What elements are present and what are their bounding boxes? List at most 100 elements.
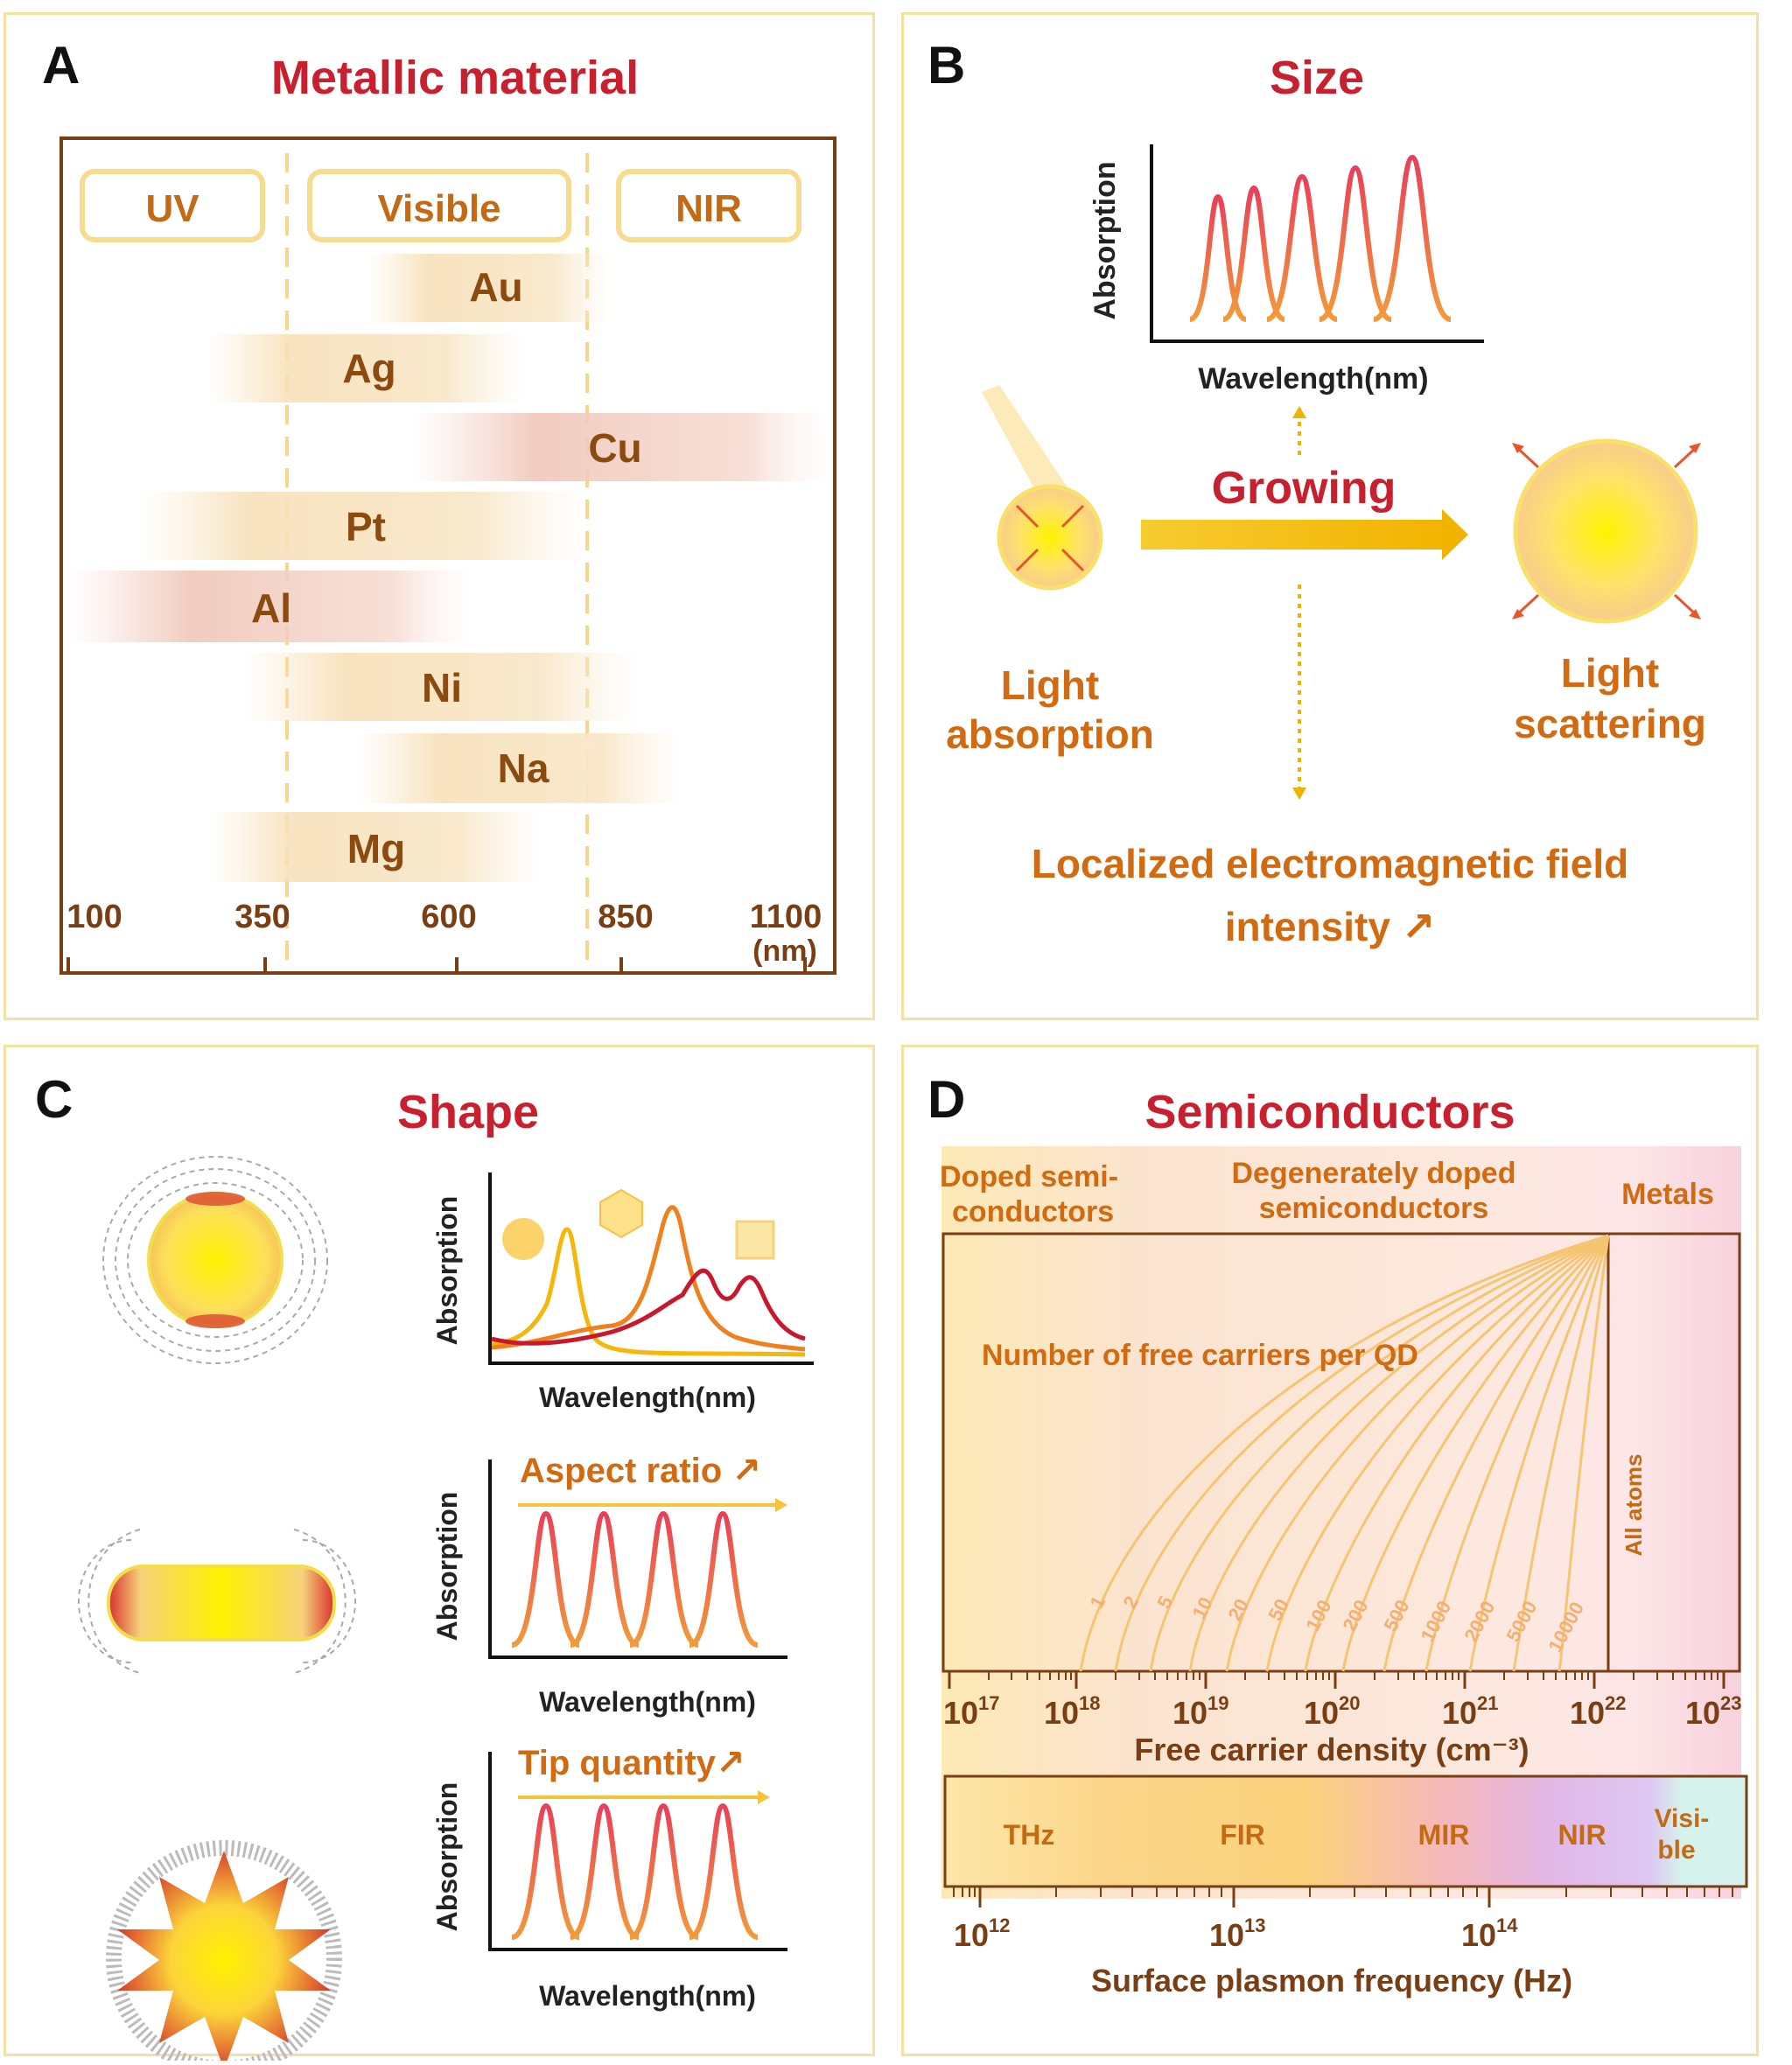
band-nir: NIR [676, 187, 742, 230]
large-arrow-3-head [1512, 609, 1524, 620]
c3-peak-4 [688, 1802, 760, 1940]
panel-a-letter: A [42, 36, 80, 94]
frequency-minor-ticks [953, 1886, 1733, 1897]
freq-base-14: 10 [1461, 1917, 1496, 1953]
field-label-2: intensity ↗ [1224, 904, 1436, 949]
small-arrow-3 [1015, 548, 1040, 572]
freq-exp-12: 12 [989, 1914, 1010, 1936]
svg-text:1013: 1013 [1209, 1914, 1266, 1953]
label-ni: Ni [422, 665, 462, 710]
large-particle [1513, 438, 1698, 624]
c1-sphere-icon [502, 1218, 544, 1260]
freq-base-12: 10 [954, 1917, 989, 1953]
bar-ni [245, 653, 639, 721]
small-particle [997, 484, 1103, 591]
carriers-per-qd-label: Number of free carriers per QD [982, 1339, 1418, 1372]
tick-label-850: 850 [598, 899, 653, 935]
freq-exp-13: 13 [1244, 1914, 1265, 1936]
c2-peak-4 [688, 1510, 760, 1648]
sphere-particle [147, 1192, 284, 1328]
panel-c-title: Shape [396, 1086, 540, 1138]
density-base-23: 10 [1685, 1695, 1720, 1731]
b-peak-5 [1372, 154, 1452, 322]
tip-quantity-label: Tip quantity↗ [518, 1744, 746, 1782]
panel-b-title: Size [1269, 52, 1365, 104]
bar-au [368, 254, 612, 322]
b-peak-3 [1265, 173, 1339, 322]
panel-d-letter: D [928, 1070, 966, 1129]
region-doped-2: conductors [952, 1195, 1115, 1228]
band-visible: Visible [377, 187, 500, 230]
density-base-21: 10 [1442, 1695, 1477, 1731]
c1-curve-decahedron [491, 1205, 806, 1352]
panel-b-letter: B [928, 36, 966, 94]
c3-xlabel: Wavelength(nm) [539, 1980, 756, 2012]
small-arrow-1 [1015, 504, 1040, 528]
large-arrow-1-head [1512, 443, 1524, 453]
density-base-20: 10 [1304, 1695, 1339, 1731]
label-cu: Cu [588, 425, 641, 471]
label-al: Al [251, 585, 291, 631]
density-exp-17: 17 [978, 1692, 999, 1714]
b-peak-4 [1318, 164, 1393, 322]
region-degenerate-2: semiconductors [1258, 1192, 1489, 1225]
label-ag: Ag [342, 346, 396, 391]
bar-mg [210, 812, 542, 882]
b-peak-1 [1188, 193, 1248, 322]
size-diagram: Absorption Wavelength(nm) [982, 144, 1701, 800]
density-base-19: 10 [1172, 1695, 1208, 1731]
svg-text:1018: 1018 [1044, 1692, 1101, 1731]
freq-exp-14: 14 [1496, 1914, 1518, 1936]
all-atoms-label: All atoms [1620, 1453, 1647, 1556]
spectrum-fir: FIR [1220, 1819, 1265, 1851]
band-nir-box [616, 169, 802, 242]
spectrum-mir: MIR [1418, 1819, 1470, 1851]
chart-frame [60, 136, 836, 975]
label-au: Au [469, 264, 522, 310]
tick-label-1100: 1100 [750, 899, 822, 935]
c2-peak-1 [510, 1510, 581, 1648]
star-field [106, 1840, 342, 2061]
c3-peak-2 [569, 1802, 640, 1940]
c3-ylabel: Absorption [431, 1782, 463, 1932]
svg-text:1023: 1023 [1685, 1692, 1742, 1731]
density-ticks [948, 1671, 1726, 1689]
metal-chart: UV Visible NIR Au Ag Cu Pt Al Ni Na Mg 1… [60, 136, 836, 975]
svg-text:1017: 1017 [943, 1692, 1000, 1731]
spectrum-nir: NIR [1558, 1819, 1606, 1851]
band-visible-box [307, 169, 571, 242]
svg-text:1020: 1020 [1304, 1692, 1361, 1731]
c3-peak-3 [628, 1802, 700, 1940]
carrier-curves [1079, 1234, 1610, 1672]
density-axis-label: Free carrier density (cm⁻³) [1134, 1732, 1529, 1768]
region-metals: Metals [1621, 1178, 1714, 1211]
light-scattering-2: scattering [1514, 701, 1706, 746]
sphere-field-lines [102, 1156, 328, 1364]
density-base-17: 10 [943, 1695, 978, 1731]
star-particle [117, 1851, 331, 2061]
growing-arrow-head [1442, 509, 1468, 560]
rod-field-lines [78, 1529, 356, 1674]
frequency-ticks [978, 1886, 1491, 1908]
spectrum-visible-1: Visi- [1655, 1804, 1710, 1833]
b-peak-2 [1222, 185, 1286, 322]
panel-d-title: Semiconductors [1144, 1086, 1516, 1138]
band-uv: UV [145, 187, 200, 230]
sphere-hotspot-bottom [186, 1314, 245, 1328]
svg-text:1014: 1014 [1461, 1914, 1518, 1953]
label-mg: Mg [347, 826, 405, 872]
spectrum-bar [943, 1774, 1748, 1888]
label-pt: Pt [346, 504, 386, 550]
b-xlabel: Wavelength(nm) [1198, 362, 1428, 396]
tick-label-100: 100 [66, 899, 122, 935]
light-scattering-1: Light [1560, 650, 1660, 696]
c2-peak-2 [569, 1510, 640, 1648]
density-tick-labels: 1017 1018 1019 1020 1021 1022 1023 [943, 1692, 1742, 1731]
c3-peak-1 [510, 1802, 581, 1940]
c1-dodecahedron-icon [599, 1188, 643, 1239]
light-absorption-1: Light [1000, 662, 1100, 708]
label-na: Na [498, 746, 550, 791]
c1-cube-icon [735, 1220, 775, 1260]
spectrum-thz: THz [1004, 1819, 1055, 1851]
freq-base-13: 10 [1209, 1917, 1244, 1953]
